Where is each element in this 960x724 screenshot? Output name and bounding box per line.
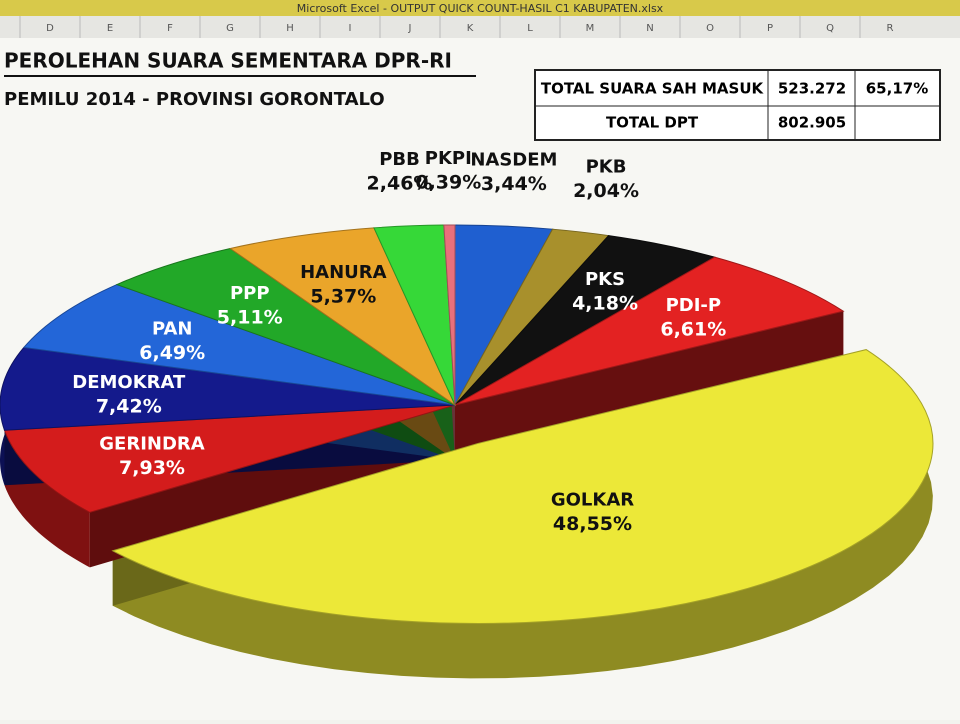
value-label: 6,61%: [660, 319, 726, 341]
value-label: 0,39%: [415, 172, 481, 194]
slice-label: HANURA: [300, 262, 387, 283]
column-header: F: [167, 23, 173, 34]
column-header: N: [646, 23, 653, 34]
slice-label: PDI-P: [666, 295, 722, 316]
slice-label: DEMOKRAT: [72, 372, 186, 393]
value-label: 7,42%: [96, 396, 162, 418]
title-bar: [0, 0, 960, 16]
column-header: R: [887, 23, 894, 34]
slice: [22, 284, 456, 406]
column-headers: D E F G H I J K L M N O P Q R: [19, 16, 894, 38]
slice-label: GOLKAR: [551, 490, 634, 511]
column-header: Q: [826, 23, 834, 34]
slice: [115, 247, 456, 406]
column-header: L: [527, 23, 533, 34]
slice: [454, 256, 845, 406]
slice-label: NASDEM: [470, 149, 557, 170]
summary-table: TOTAL SUARA SAH MASUK 523.272 65,17% TOT…: [534, 69, 941, 141]
column-header: D: [46, 23, 54, 34]
slice-label: PPP: [230, 283, 270, 304]
column-header: J: [408, 23, 412, 34]
column-header: K: [467, 23, 474, 34]
table-frame: [534, 69, 941, 141]
table-cell: TOTAL SUARA SAH MASUK: [541, 80, 765, 98]
table-cell: 65,17%: [866, 80, 928, 98]
value-label: 48,55%: [553, 513, 632, 535]
column-header: I: [349, 23, 352, 34]
value-label: 3,44%: [481, 173, 547, 195]
slice-label: PKPI: [425, 148, 472, 169]
value-label: 5,11%: [217, 306, 283, 328]
slice-label: PAN: [152, 319, 193, 340]
slice-label: GERINDRA: [99, 433, 204, 454]
value-label: 2,04%: [573, 180, 639, 202]
slice: [111, 349, 934, 624]
slice-label: PKS: [585, 269, 625, 290]
slice: [229, 227, 457, 407]
slice-label: PKB: [586, 156, 627, 177]
table-cell: 802.905: [778, 114, 846, 132]
slice: [0, 346, 456, 431]
value-label: 4,18%: [572, 292, 638, 314]
column-header-bar: [0, 16, 960, 38]
column-header: O: [706, 23, 714, 34]
slice-label: PBB: [379, 149, 420, 170]
slice: [3, 404, 456, 513]
value-label: 5,37%: [310, 286, 376, 308]
slice-side: [112, 349, 933, 679]
value-label: 6,49%: [139, 342, 205, 364]
slice: [443, 224, 456, 406]
value-label: 7,93%: [119, 457, 185, 479]
slice-side: [4, 430, 90, 568]
sheet-title: PEROLEHAN SUARA SEMENTARA DPR-RI: [4, 49, 452, 73]
column-header: G: [226, 23, 234, 34]
sheet-subtitle: PEMILU 2014 - PROVINSI GORONTALO: [4, 89, 385, 110]
table-cell: 523.272: [778, 80, 846, 98]
value-label: 2,46%: [367, 173, 433, 195]
window-title: Microsoft Excel - OUTPUT QUICK COUNT-HAS…: [297, 2, 664, 15]
column-header: H: [286, 23, 294, 34]
table-cell: TOTAL DPT: [606, 114, 699, 132]
column-header: M: [586, 23, 595, 34]
column-header: P: [767, 23, 773, 34]
column-header: E: [107, 23, 113, 34]
slice-cut: [455, 311, 844, 460]
